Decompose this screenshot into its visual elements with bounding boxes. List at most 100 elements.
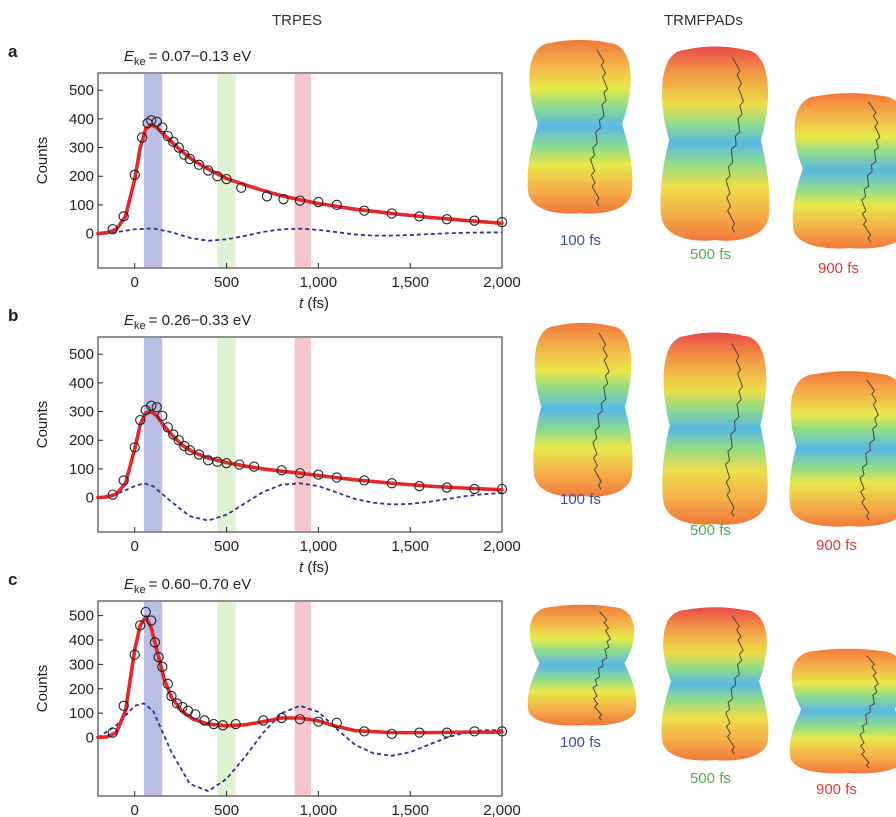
panel-label-c: c [8,570,18,589]
experimental-trace [590,49,609,207]
experimental-trace [592,332,610,490]
x-tick-label: 500 [214,538,239,555]
data-point [294,195,306,206]
fit-line [96,409,504,500]
data-point [278,194,289,205]
pad-c-100fs [527,604,637,726]
data-point [162,678,173,690]
x-tick-label: 2,000 [483,802,521,817]
y-tick-label: 0 [86,226,94,243]
data-point [146,615,157,626]
y-tick-label: 100 [69,461,94,478]
dashed-component-line [97,482,503,522]
band-100fs [143,74,163,267]
data-point [118,211,129,222]
data-point [162,422,173,433]
data-point [331,717,342,729]
y-tick-label: 400 [69,111,94,128]
y-axis-label: Counts [34,665,51,713]
experimental-trace [725,57,744,233]
pad-b-500fs [662,332,768,525]
pad-time-label-500fs: 500 fs [690,246,731,263]
pad-c-500fs [661,607,769,761]
data-point [107,224,118,235]
panel-label-b: b [8,306,19,325]
pad-b-100fs [533,322,633,497]
axes-frame [97,600,503,797]
data-point [199,715,210,726]
data-point [173,142,184,153]
data-point [386,208,397,219]
y-tick-label: 200 [69,168,94,185]
experimental-trace [859,379,879,521]
data-point [313,716,324,727]
band-900fs [294,338,312,531]
y-tick-label: 0 [86,730,94,747]
data-point [157,410,168,422]
pad-a-500fs [660,46,770,241]
data-point [177,701,188,713]
data-point [496,216,508,228]
data-point [149,637,161,648]
data-point [276,465,287,476]
pad-time-label-100fs: 100 fs [560,491,601,508]
band-900fs [294,74,312,267]
data-point [234,459,245,470]
y-tick-label: 500 [69,608,94,625]
x-tick-label: 2,000 [483,538,521,555]
data-point [107,489,118,500]
data-point [359,475,370,486]
data-point [221,458,232,469]
experimental-trace [861,101,881,243]
x-tick-label: 1,000 [300,274,338,291]
y-tick-label: 400 [69,632,94,649]
data-point [359,205,370,216]
energy-annotation: Eke = 0.26−0.33 eV [124,312,251,332]
data-point [414,727,425,738]
panel-label-a: a [8,42,18,61]
pad-a-900fs [792,93,896,249]
data-point [157,661,168,672]
x-tick-label: 1,500 [391,802,429,817]
trpes-header: TRPES [272,12,323,29]
x-tick-label: 1,000 [300,802,338,817]
data-point [203,165,214,176]
y-axis-label: Counts [34,137,51,185]
pad-time-label-500fs: 500 fs [690,522,731,539]
pad-c-900fs [789,648,896,774]
data-point [414,211,425,222]
y-tick-label: 100 [69,197,94,214]
data-point [118,475,129,486]
x-axis-label: t (fs) [299,295,329,312]
x-tick-label: 0 [131,274,139,291]
y-tick-label: 400 [69,375,94,392]
data-point [140,606,151,618]
data-point [146,400,157,411]
pad-time-label-500fs: 500 fs [690,770,731,787]
data-point [230,718,241,730]
y-axis-label: Counts [34,401,51,449]
data-point [221,173,232,185]
pad-time-label-900fs: 900 fs [818,260,859,277]
data-point [258,715,269,726]
data-point [129,649,140,660]
data-point [469,726,480,737]
y-tick-label: 300 [69,656,94,673]
data-point [118,700,129,711]
band-500fs [217,338,236,531]
band-900fs [294,602,312,795]
pad-time-label-100fs: 100 fs [560,232,601,249]
dashed-component-line [97,702,502,793]
band-100fs [143,338,163,531]
data-point [173,435,184,446]
data-point [151,116,162,127]
data-point [184,445,195,456]
x-tick-label: 1,500 [391,274,429,291]
data-point [469,483,480,495]
experimental-trace [725,343,744,517]
y-tick-label: 500 [69,82,94,99]
data-point [129,169,140,180]
data-point [414,480,425,492]
data-point [248,461,260,472]
data-point [190,709,201,720]
